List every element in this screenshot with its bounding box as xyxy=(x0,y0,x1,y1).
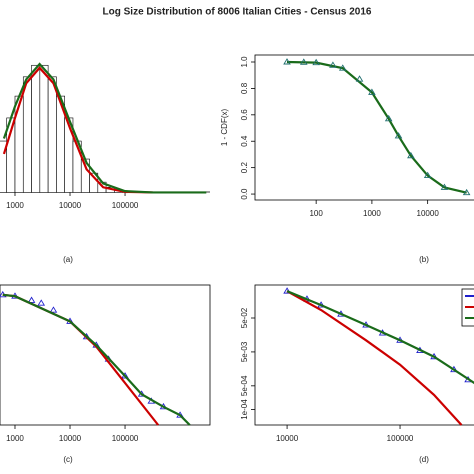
panel-caption: (d) xyxy=(419,455,429,464)
curve xyxy=(286,290,463,426)
histogram-bar xyxy=(47,76,57,193)
marker xyxy=(299,58,308,65)
marker xyxy=(462,188,471,196)
figure-title: Log Size Distribution of 8006 Italian Ci… xyxy=(103,7,372,18)
x-tick-label: 100 xyxy=(309,209,323,218)
marker xyxy=(27,296,36,303)
curve xyxy=(2,293,191,426)
marker xyxy=(49,306,58,313)
histogram-bar xyxy=(22,76,32,193)
histogram-bar xyxy=(64,117,74,193)
x-tick-label: 100000 xyxy=(112,434,139,443)
y-tick-label: 1.0 xyxy=(240,56,249,68)
y-tick-label: 0.2 xyxy=(240,162,249,174)
curve xyxy=(286,290,474,385)
curve xyxy=(286,60,467,194)
marker xyxy=(423,171,432,179)
plot-frame xyxy=(0,284,211,426)
x-tick-label: 10000 xyxy=(417,209,440,218)
marker xyxy=(355,75,364,82)
curve xyxy=(2,66,153,194)
curve xyxy=(2,62,207,194)
marker xyxy=(37,299,46,306)
x-tick-label: 10000 xyxy=(276,434,299,443)
marker xyxy=(329,61,337,68)
curve xyxy=(2,293,160,426)
marker xyxy=(368,88,376,95)
marker xyxy=(394,132,403,139)
histogram-bar xyxy=(39,64,49,193)
y-tick-label: 5e-04 xyxy=(240,375,249,396)
panel-caption: (c) xyxy=(63,455,73,464)
y-axis-label: 1 - CDF(x) xyxy=(220,109,229,147)
x-tick-label: 1000 xyxy=(6,201,24,210)
plot-frame xyxy=(254,284,474,426)
histogram-bar xyxy=(31,64,41,193)
marker xyxy=(407,151,415,159)
marker xyxy=(312,58,320,66)
x-tick-label: 100000 xyxy=(387,434,414,443)
marker xyxy=(440,183,449,190)
y-tick-label: 5e-03 xyxy=(240,341,249,362)
marker xyxy=(338,64,347,71)
marker xyxy=(384,114,393,122)
x-tick-label: 10000 xyxy=(59,434,82,443)
y-tick-label: 0.4 xyxy=(240,135,249,147)
y-tick-label: 0.8 xyxy=(240,82,249,94)
y-tick-label: 0.0 xyxy=(240,188,249,200)
x-tick-label: 100000 xyxy=(112,201,139,210)
panel-caption: (a) xyxy=(63,255,73,264)
plot-frame xyxy=(254,54,474,201)
marker xyxy=(283,58,291,65)
x-tick-label: 1000 xyxy=(6,434,24,443)
x-tick-label: 1000 xyxy=(363,209,381,218)
y-tick-label: 1e-04 xyxy=(240,399,249,420)
panel-caption: (b) xyxy=(419,255,429,264)
x-tick-label: 10000 xyxy=(59,201,82,210)
y-tick-label: 0.6 xyxy=(240,109,249,121)
y-tick-label: 5e-02 xyxy=(240,307,249,328)
